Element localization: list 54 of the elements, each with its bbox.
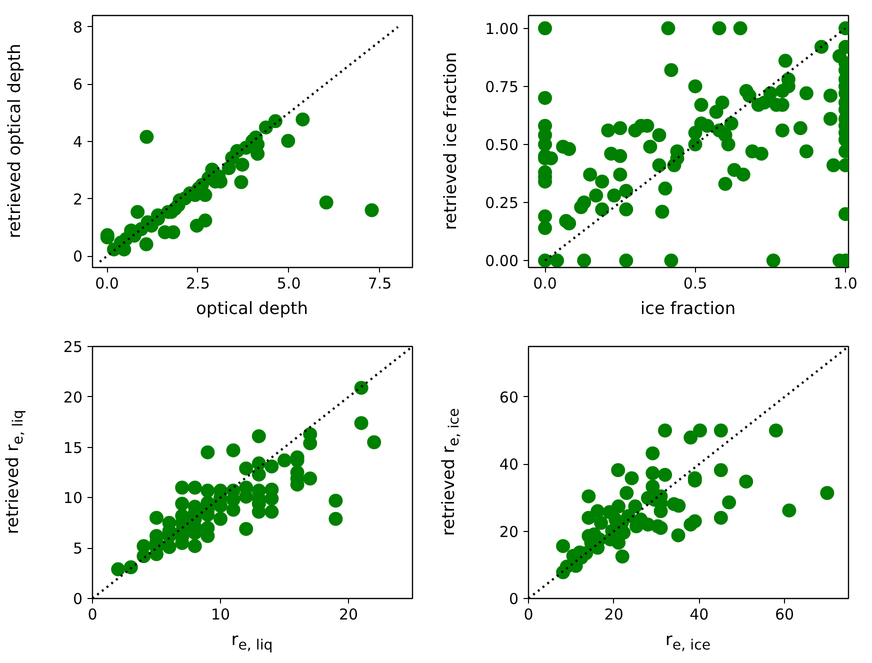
y-tick-label: 0.00 [485,252,519,270]
y-tick-label: 1.00 [485,20,519,38]
point [319,196,334,210]
x-axis-title: ice fraction [639,298,737,321]
x-tick-label: 0.5 [683,274,708,292]
y-tick-label: 6 [72,76,83,94]
point [225,150,240,165]
y-tick-label: 20 [63,388,83,406]
x-tick-label: 10 [210,606,230,624]
y-axis-title: retrieved ice fraction [440,52,462,230]
point [268,114,282,128]
y-axis-title: retrieved optical depth [4,44,26,238]
y-tick-label: 0 [72,248,83,266]
x-tick-label: 0.0 [533,274,557,292]
point [168,202,182,216]
y-tick-label: 0 [508,590,519,608]
point [364,203,379,218]
x-tick-label: 1.0 [834,274,858,292]
y-tick-label: 2 [72,190,83,208]
point [130,204,145,219]
x-tick-label: 0 [88,606,98,624]
point [234,175,248,190]
point [238,140,253,155]
point [139,237,154,252]
x-tick-label: 20 [604,606,624,624]
x-tick-label: 40 [690,606,709,624]
x-tick-label: 5.0 [276,274,301,292]
y-tick-label: 25 [63,338,83,356]
point [235,158,250,172]
y-tick-label: 4 [72,133,83,151]
point [140,130,154,144]
y-tick-label: 5 [72,540,83,558]
x-tick-label: 60 [774,606,794,624]
x-tick-label: 0.0 [95,274,119,292]
y-tick-label: 10 [63,489,83,508]
point [281,134,296,148]
y-tick-label: 0.25 [485,194,519,212]
x-tick-label: 7.5 [368,274,392,292]
x-axis-title: optical depth [195,298,309,321]
point [296,112,310,126]
y-tick-label: 8 [72,18,83,36]
y-tick-label: 20 [499,522,519,541]
x-tick-label: 20 [338,606,358,624]
x-axis-title: r$_{e, liq}$ [230,629,274,656]
y-tick-label: 15 [63,438,83,457]
y-tick-label: 0.75 [485,78,519,96]
point [198,214,212,228]
y-tick-label: 0 [72,590,83,608]
y-tick-label: 0.50 [485,136,519,154]
y-tick-label: 60 [499,388,519,406]
y-tick-label: 40 [499,456,519,474]
x-axis-title: r$_{e, ice}$ [664,629,712,656]
x-tick-label: 2.5 [186,274,210,292]
x-tick-label: 0 [524,606,534,624]
